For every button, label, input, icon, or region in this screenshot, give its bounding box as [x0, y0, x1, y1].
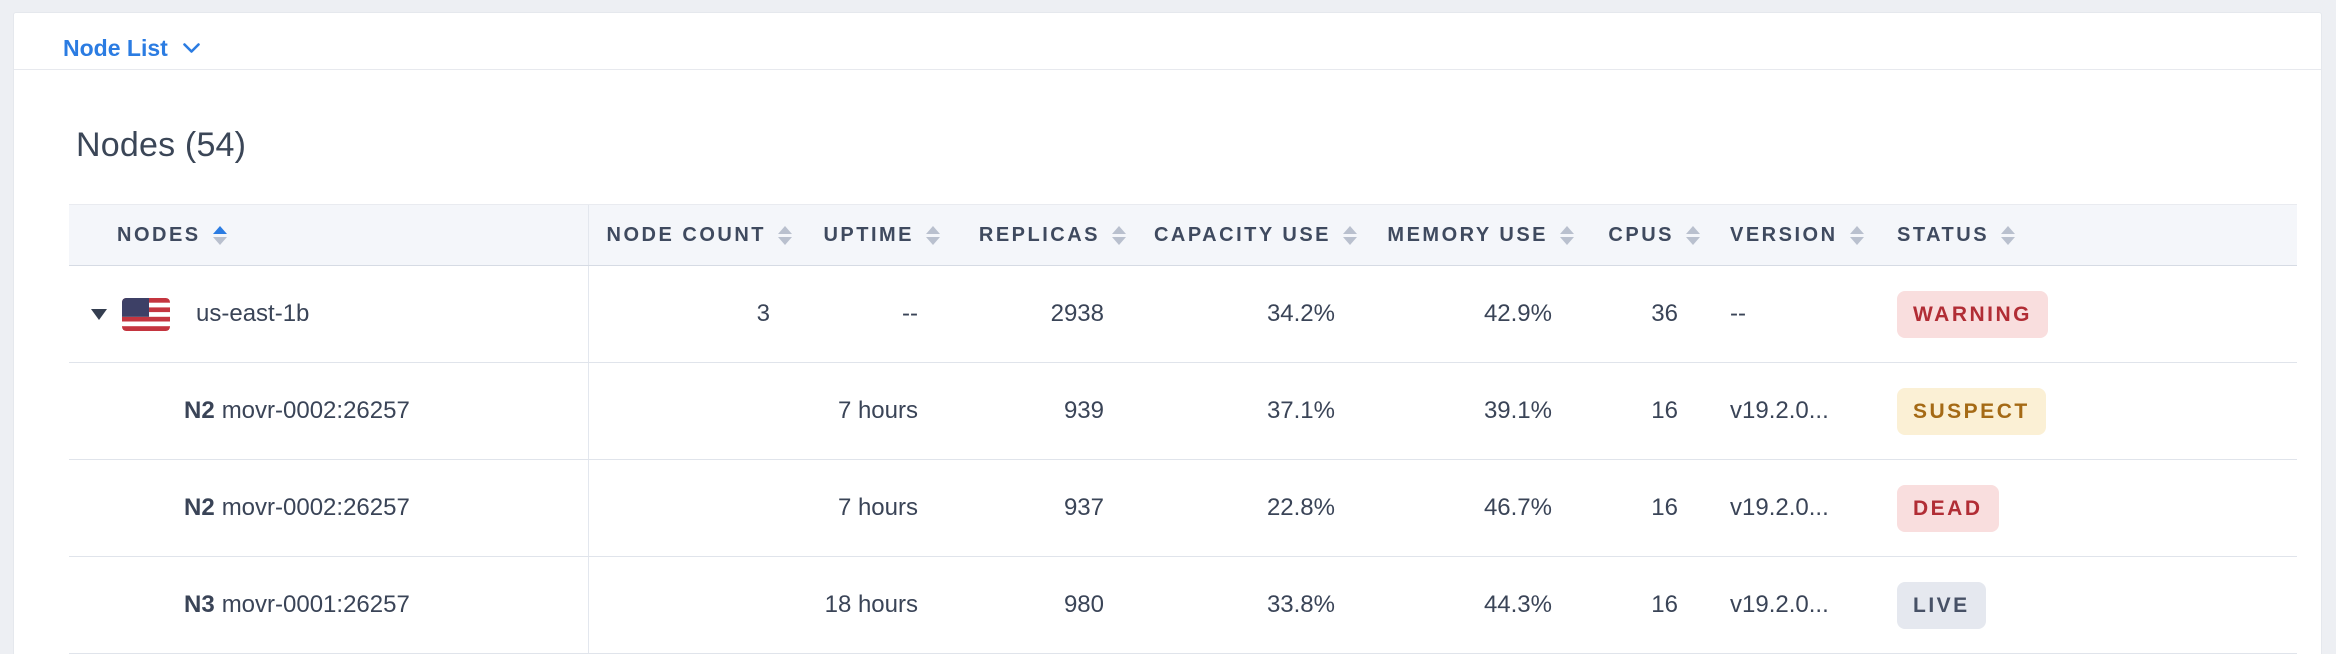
table-row-node[interactable]: N3 movr-0001:26257 18 hours 980 33.8% 44…	[69, 557, 2297, 654]
view-selector-bar: Node List	[14, 13, 2321, 70]
cell-memory-use: 46.7%	[1483, 494, 1552, 521]
cell-replicas: 2938	[1050, 300, 1104, 327]
cell-node-count: 3	[756, 300, 770, 327]
column-header-label: STATUS	[1897, 223, 1990, 246]
cell-memory-use: 44.3%	[1483, 591, 1552, 618]
sort-icon	[212, 225, 227, 245]
cell-nodes: N2 movr-0002:26257	[69, 363, 589, 459]
cell-status: SUSPECT	[1881, 363, 2297, 459]
content-area: Nodes (54) NODES NODE COUNT UPTIME REPLI…	[14, 122, 2321, 654]
cell-nodes: us-east-1b	[69, 266, 589, 362]
cell-version: v19.2.0...	[1730, 494, 1829, 521]
cell-cpus: 16	[1651, 397, 1678, 424]
cell-capacity-use: 22.8%	[1266, 494, 1335, 521]
node-address: movr-0002:26257	[221, 494, 410, 521]
cell-uptime: 7 hours	[837, 494, 918, 521]
status-badge: LIVE	[1897, 581, 1986, 629]
column-header-label: VERSION	[1730, 223, 1838, 246]
cell-replicas: 939	[1063, 397, 1104, 424]
cell-nodes: N3 movr-0001:26257	[69, 557, 589, 653]
nodes-table: NODES NODE COUNT UPTIME REPLICAS CAPACIT…	[69, 204, 2297, 654]
chevron-down-icon	[182, 43, 200, 53]
table-row-group[interactable]: us-east-1b 3 -- 2938 34.2% 42.9% 36 -- W…	[69, 266, 2297, 363]
cell-replicas: 980	[1063, 591, 1104, 618]
column-header-version[interactable]: VERSION	[1713, 205, 1881, 265]
column-header-status[interactable]: STATUS	[1881, 205, 2297, 265]
column-header-cpus[interactable]: CPUS	[1587, 205, 1713, 265]
node-id: N2	[184, 397, 215, 424]
sort-icon	[1849, 225, 1864, 245]
node-address: movr-0002:26257	[221, 397, 410, 424]
sort-icon	[2001, 225, 2016, 245]
expand-caret-icon[interactable]	[91, 308, 107, 320]
column-header-label: NODES	[117, 223, 201, 246]
column-header-nodes[interactable]: NODES	[69, 205, 589, 265]
table-row-node[interactable]: N2 movr-0002:26257 7 hours 937 22.8% 46.…	[69, 460, 2297, 557]
cell-uptime: 7 hours	[837, 397, 918, 424]
sort-icon	[778, 225, 792, 245]
column-header-label: CPUS	[1608, 223, 1674, 246]
column-header-label: NODE COUNT	[606, 223, 766, 246]
node-list-dropdown[interactable]: Node List	[63, 35, 200, 62]
column-header-label: UPTIME	[823, 223, 914, 246]
cell-memory-use: 39.1%	[1483, 397, 1552, 424]
cell-replicas: 937	[1063, 494, 1104, 521]
cell-memory-use: 42.9%	[1483, 300, 1552, 327]
cell-uptime: --	[902, 300, 918, 327]
cell-capacity-use: 37.1%	[1266, 397, 1335, 424]
sort-icon	[1560, 225, 1574, 245]
table-header-row: NODES NODE COUNT UPTIME REPLICAS CAPACIT…	[69, 204, 2297, 266]
cell-status: WARNING	[1881, 266, 2297, 362]
cell-cpus: 16	[1651, 591, 1678, 618]
table-body: us-east-1b 3 -- 2938 34.2% 42.9% 36 -- W…	[69, 266, 2297, 654]
cell-node-count	[589, 460, 805, 556]
column-header-uptime[interactable]: UPTIME	[805, 205, 953, 265]
cell-cpus: 36	[1651, 300, 1678, 327]
column-header-replicas[interactable]: REPLICAS	[953, 205, 1139, 265]
cell-version: v19.2.0...	[1730, 591, 1829, 618]
column-header-label: CAPACITY USE	[1153, 223, 1331, 246]
node-address: movr-0001:26257	[221, 591, 410, 618]
node-id: N2	[184, 494, 215, 521]
us-flag-icon	[122, 297, 170, 331]
cell-uptime: 18 hours	[824, 591, 918, 618]
column-header-label: MEMORY USE	[1387, 223, 1548, 246]
column-header-capacity_use[interactable]: CAPACITY USE	[1139, 205, 1370, 265]
cell-version: v19.2.0...	[1730, 397, 1829, 424]
cell-nodes: N2 movr-0002:26257	[69, 460, 589, 556]
status-badge: WARNING	[1897, 290, 2048, 338]
region-name: us-east-1b	[196, 300, 310, 327]
cell-node-count	[589, 363, 805, 459]
status-badge: DEAD	[1897, 484, 1999, 532]
node-id: N3	[184, 591, 215, 618]
column-header-memory_use[interactable]: MEMORY USE	[1370, 205, 1587, 265]
node-list-card: Node List Nodes (54) NODES NODE COUNT UP…	[13, 12, 2322, 654]
status-badge: SUSPECT	[1897, 387, 2046, 435]
sort-icon	[1112, 225, 1126, 245]
cell-capacity-use: 34.2%	[1266, 300, 1335, 327]
cell-status: DEAD	[1881, 460, 2297, 556]
table-row-node[interactable]: N2 movr-0002:26257 7 hours 939 37.1% 39.…	[69, 363, 2297, 460]
cell-status: LIVE	[1881, 557, 2297, 653]
cell-node-count	[589, 557, 805, 653]
sort-icon	[926, 225, 940, 245]
page-title: Nodes (54)	[76, 126, 247, 164]
node-list-dropdown-label: Node List	[63, 35, 168, 61]
cell-cpus: 16	[1651, 494, 1678, 521]
column-header-node_count[interactable]: NODE COUNT	[589, 205, 805, 265]
sort-icon	[1686, 225, 1700, 245]
sort-icon	[1343, 225, 1357, 245]
column-header-label: REPLICAS	[978, 223, 1100, 246]
cell-capacity-use: 33.8%	[1266, 591, 1335, 618]
cell-version: --	[1730, 300, 1746, 327]
